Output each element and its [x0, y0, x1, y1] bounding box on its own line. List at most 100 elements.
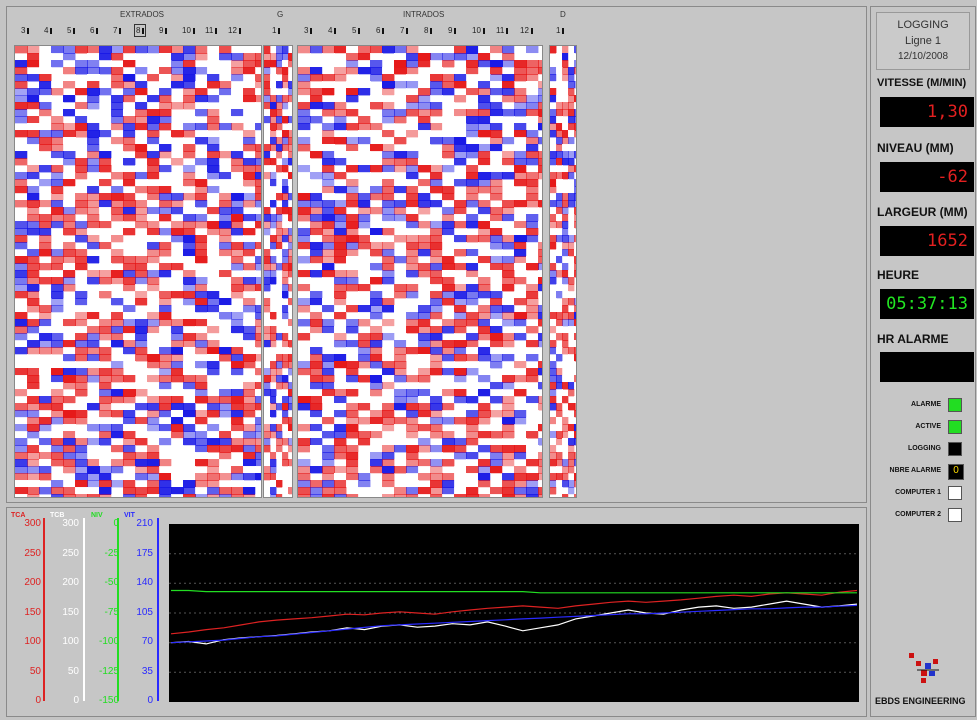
indicator-label: ACTIVE — [915, 423, 941, 430]
column-tick-label: 10 — [472, 26, 481, 35]
column-tick-intrados-12[interactable]: 12 — [520, 26, 533, 35]
niv-scale-tick: -50 — [104, 577, 119, 588]
indicator-label: COMPUTER 1 — [895, 489, 941, 496]
status-sidebar: LOGGING Ligne 1 12/10/2008 VITESSE (M/MI… — [870, 6, 976, 717]
tcb-scale-tick: 150 — [62, 606, 79, 618]
column-tick-extrados-7[interactable]: 7 — [113, 26, 122, 35]
tick-marker — [238, 27, 241, 34]
info-line: Ligne 1 — [904, 35, 942, 47]
tca-scale-axis — [43, 518, 45, 701]
column-tick-label: 1 — [272, 26, 277, 35]
vit-scale-axis — [157, 518, 159, 701]
column-tick-intrados-7[interactable]: 7 — [400, 26, 409, 35]
series-tcb-line — [170, 600, 858, 645]
tick-marker — [334, 27, 337, 34]
tick-marker — [96, 27, 99, 34]
column-tick-g-1[interactable]: 1 — [272, 26, 281, 35]
info-box: LOGGING Ligne 1 12/10/2008 — [876, 12, 970, 70]
tcb-scale-tick: 0 — [73, 695, 79, 706]
largeur-label: LARGEUR (MM) — [877, 205, 968, 219]
niv-scale-tick: 0 — [113, 518, 119, 529]
column-tick-label: 8 — [424, 26, 429, 35]
column-tick-intrados-9[interactable]: 9 — [448, 26, 457, 35]
vit-scale-tick: 0 — [147, 695, 153, 706]
niv-scale-title: NIV — [91, 512, 103, 519]
column-tick-label: 1 — [556, 26, 561, 35]
tca-scale-tick: 200 — [24, 577, 41, 588]
tick-marker — [73, 27, 76, 34]
column-tick-label: 11 — [496, 26, 505, 35]
g-title: G — [277, 10, 284, 19]
column-tick-extrados-10[interactable]: 10 — [182, 26, 195, 35]
vit-scale-tick: 175 — [136, 547, 153, 559]
indicator-label: COMPUTER 2 — [895, 511, 941, 518]
tick-marker — [562, 27, 565, 34]
column-tick-label: 8 — [136, 26, 141, 35]
column-tick-intrados-10[interactable]: 10 — [472, 26, 485, 35]
tick-marker — [530, 27, 533, 34]
tick-marker — [358, 27, 361, 34]
column-tick-intrados-6[interactable]: 6 — [376, 26, 385, 35]
indicator-light-computer-2 — [948, 508, 962, 522]
column-tick-extrados-5[interactable]: 5 — [67, 26, 76, 35]
tick-marker — [310, 27, 313, 34]
tick-marker — [278, 27, 281, 34]
column-tick-extrados-4[interactable]: 4 — [44, 26, 53, 35]
tick-marker — [27, 27, 30, 34]
vitesse-display: 1,30 — [880, 97, 974, 127]
indicator-light-active — [948, 420, 962, 434]
largeur-display: 1652 — [880, 226, 974, 256]
column-tick-label: 4 — [44, 26, 49, 35]
column-tick-intrados-4[interactable]: 4 — [328, 26, 337, 35]
tca-scale-tick: 300 — [24, 518, 41, 529]
niv-scale-axis — [117, 518, 119, 701]
trend-panel: TCA TCB NIV VIT 300 250 200 150 100 50 0 300 250… — [6, 507, 867, 717]
column-tick-extrados-12[interactable]: 12 — [228, 26, 241, 35]
hr-alarme-display — [880, 352, 974, 382]
vit-scale-title: VIT — [124, 512, 135, 519]
column-tick-intrados-8[interactable]: 8 — [424, 26, 433, 35]
column-tick-label: 10 — [182, 26, 191, 35]
column-tick-label: 7 — [113, 26, 118, 35]
tick-marker — [382, 27, 385, 34]
series-niv-line — [171, 589, 857, 594]
d-heatmap — [549, 45, 577, 498]
niv-scale-tick: -75 — [104, 606, 119, 618]
column-tick-extrados-6[interactable]: 6 — [90, 26, 99, 35]
tick-marker — [142, 27, 145, 34]
tcb-scale-title: TCB — [50, 512, 65, 519]
intrados-title: INTRADOS — [403, 10, 445, 19]
tick-marker — [430, 27, 433, 34]
tca-scale-title: TCA — [11, 512, 26, 519]
tick-marker — [165, 27, 168, 34]
tca-scale-tick: 250 — [24, 547, 41, 559]
alarm-count-display: 0 — [948, 464, 964, 480]
tick-marker — [192, 27, 195, 34]
column-tick-extrados-8[interactable]: 8 — [133, 24, 147, 37]
tick-marker — [454, 27, 457, 34]
series-vit-line — [170, 604, 858, 644]
column-tick-intrados-3[interactable]: 3 — [304, 26, 313, 35]
column-tick-extrados-9[interactable]: 9 — [159, 26, 168, 35]
extrados-title: EXTRADOS — [120, 10, 165, 19]
indicator-light-computer-1 — [948, 486, 962, 500]
column-tick-label: 9 — [159, 26, 164, 35]
tick-marker — [406, 27, 409, 34]
tick-marker — [119, 27, 122, 34]
column-tick-label: 12 — [228, 26, 237, 35]
intrados-heatmap — [297, 45, 543, 498]
hr-alarme-label: HR ALARME — [877, 332, 949, 346]
vit-scale-tick: 140 — [136, 577, 153, 588]
column-tick-extrados-3[interactable]: 3 — [21, 26, 30, 35]
column-tick-extrados-11[interactable]: 11 — [205, 26, 218, 35]
column-tick-label: 6 — [376, 26, 381, 35]
indicator-label: ALARME — [911, 401, 941, 408]
extrados-heatmap — [14, 45, 262, 498]
column-tick-intrados-11[interactable]: 11 — [496, 26, 509, 35]
column-tick-d-1[interactable]: 1 — [556, 26, 565, 35]
column-tick-label: 7 — [400, 26, 405, 35]
g-heatmap — [263, 45, 293, 498]
vit-scale-tick: 35 — [141, 665, 153, 677]
column-tick-intrados-5[interactable]: 5 — [352, 26, 361, 35]
column-tick-label: 6 — [90, 26, 95, 35]
